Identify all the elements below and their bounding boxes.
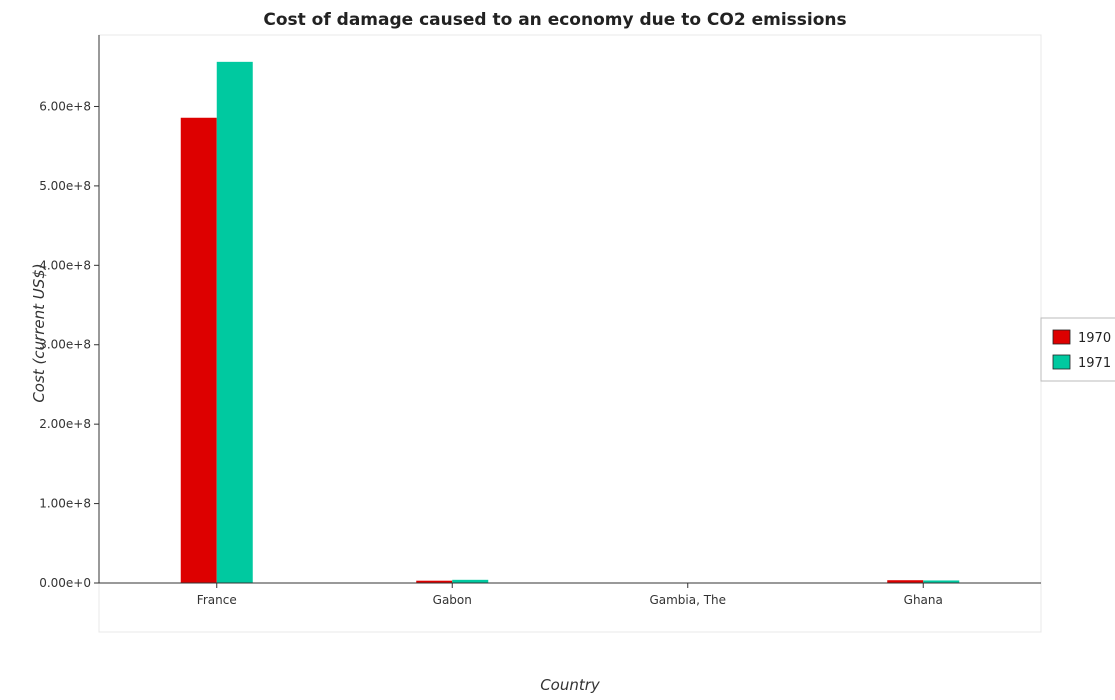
legend-box — [1040, 317, 1115, 382]
bar-1971-ghana — [923, 580, 960, 583]
bar-1971-france — [216, 61, 253, 584]
bar-1970-france — [180, 117, 217, 583]
legend-label-1971: 1971 — [1078, 356, 1111, 371]
y-axis: 0.00e+0 1.00e+8 2.00e+8 3.00e+8 4.00e+8 5.00e… — [39, 35, 100, 590]
legend-swatch-1970 — [1052, 329, 1071, 345]
x-tick-label: France — [197, 593, 237, 607]
legend-swatch-1971 — [1052, 354, 1071, 370]
bar-1970-gabon — [416, 580, 453, 583]
y-tick-label: 5.00e+8 — [39, 179, 91, 193]
chart-title: Cost of damage caused to an economy due … — [263, 10, 846, 30]
bar-1970-ghana — [887, 580, 924, 583]
y-tick-label: 4.00e+8 — [39, 258, 91, 272]
x-tick-label: Gambia, The — [649, 593, 726, 607]
bars-layer — [180, 61, 960, 584]
x-axis-label: Country — [540, 676, 601, 694]
legend: 1970 1971 — [1040, 317, 1115, 382]
y-tick-label: 2.00e+8 — [39, 417, 91, 431]
y-axis-label: Cost (current US$) — [30, 263, 48, 402]
x-tick-label: Gabon — [433, 593, 472, 607]
y-tick-label: 0.00e+0 — [39, 576, 91, 590]
y-tick-label: 6.00e+8 — [39, 99, 91, 113]
x-tick-label: Ghana — [904, 593, 943, 607]
x-axis: France Gabon Gambia, The Ghana — [99, 582, 1041, 607]
y-tick-label: 3.00e+8 — [39, 338, 91, 352]
y-tick-label: 1.00e+8 — [39, 497, 91, 511]
plot-area — [98, 34, 1042, 633]
bar-1971-gabon — [452, 579, 489, 583]
legend-label-1970: 1970 — [1078, 331, 1111, 346]
